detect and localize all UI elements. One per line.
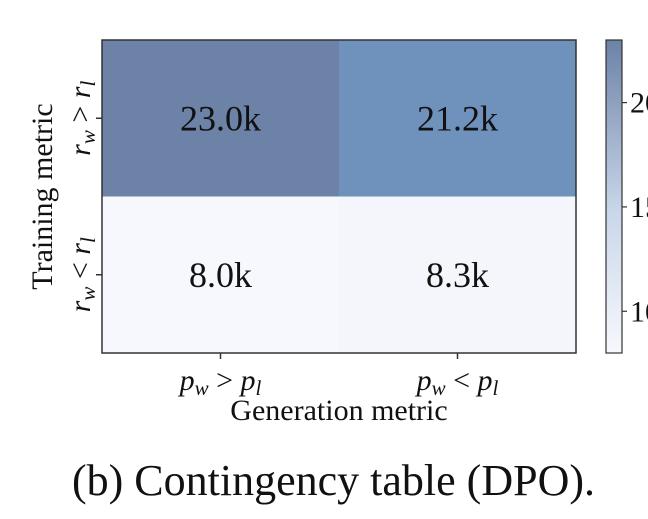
y-tick-label: rw < rl bbox=[64, 237, 100, 312]
plot-frame bbox=[101, 39, 577, 354]
colorbar: 20 15 10 bbox=[605, 39, 648, 354]
colorbar-tick-label: 10 bbox=[630, 295, 648, 328]
cell-value-label: 21.2k bbox=[417, 98, 498, 138]
cell-value-label: 8.3k bbox=[426, 255, 489, 295]
heatmap-cell-r1-c0 bbox=[102, 196, 339, 353]
figure-caption: (b) Contingency table (DPO). bbox=[72, 456, 595, 505]
colorbar-gradient bbox=[605, 39, 623, 354]
heatmap-plot-area: 23.0k 21.2k 8.0k 8.3k bbox=[102, 40, 576, 353]
colorbar-tick-label: 20 bbox=[630, 87, 648, 120]
heatmap-cell-r1-c1 bbox=[339, 196, 576, 353]
x-axis-label: Generation metric bbox=[230, 394, 447, 427]
colorbar-tick-label: 15 bbox=[630, 191, 648, 224]
cell-value-label: 23.0k bbox=[180, 98, 261, 138]
y-axis-label: Training metric bbox=[26, 103, 59, 289]
axes: pw > pl pw < pl rw > rl rw < rl Generation m… bbox=[26, 39, 577, 427]
y-tick-label: rw > rl bbox=[64, 81, 100, 156]
x-tick-label: pw < pl bbox=[415, 364, 499, 400]
heatmap-cell-r0-c0 bbox=[102, 40, 339, 197]
cell-value-label: 8.0k bbox=[189, 255, 252, 295]
heatmap-cell-r0-c1 bbox=[339, 40, 576, 197]
x-tick-label: pw > pl bbox=[178, 364, 262, 400]
